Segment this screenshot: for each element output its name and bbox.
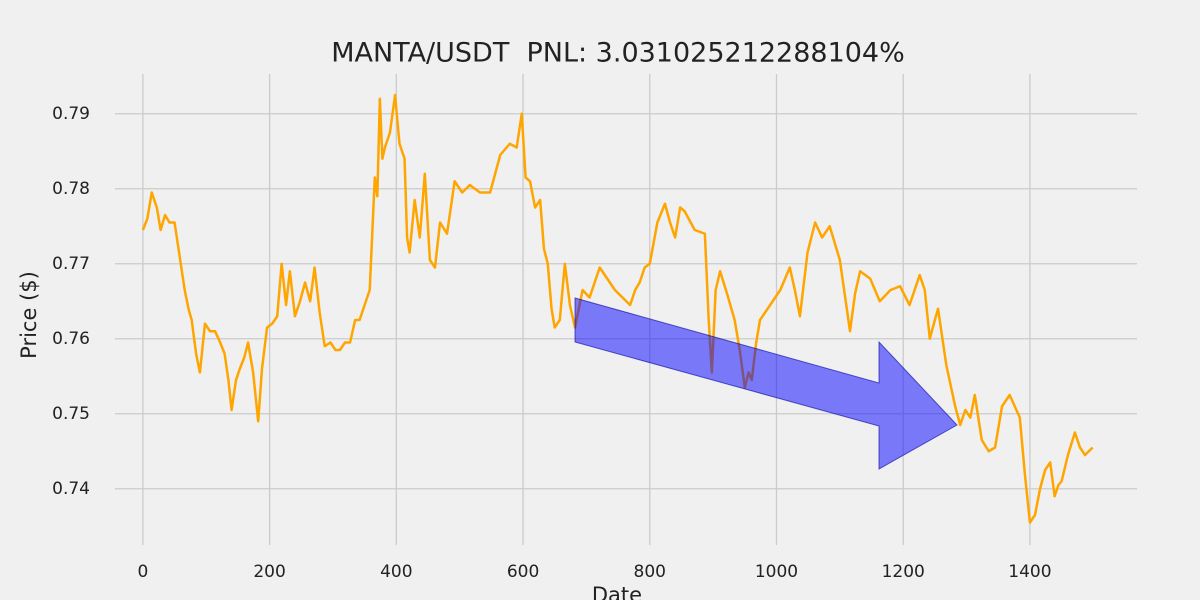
y-tick-label: 0.74 (52, 479, 90, 499)
x-tick-label: 400 (380, 562, 412, 582)
x-tick-label: 1200 (882, 562, 925, 582)
x-tick-label: 1000 (755, 562, 798, 582)
y-tick-label: 0.77 (52, 254, 90, 274)
trend-arrow (574, 297, 958, 470)
y-tick-label: 0.75 (52, 404, 90, 424)
chart-title: MANTA/USDT PNL: 3.031025212288104% (331, 38, 905, 69)
x-axis-label: Date (592, 583, 642, 600)
x-tick-label: 200 (253, 562, 285, 582)
y-tick-label: 0.76 (52, 329, 90, 349)
x-tick-label: 0 (137, 562, 148, 582)
y-tick-label: 0.79 (52, 104, 90, 124)
y-axis-label: Price ($) (17, 271, 41, 359)
x-tick-label: 1400 (1008, 562, 1051, 582)
x-tick-label: 800 (634, 562, 666, 582)
plot-area (141, 93, 1094, 524)
x-tick-label: 600 (507, 562, 539, 582)
y-tick-label: 0.78 (52, 179, 90, 199)
grid (115, 74, 1137, 545)
price-line (141, 93, 1094, 524)
